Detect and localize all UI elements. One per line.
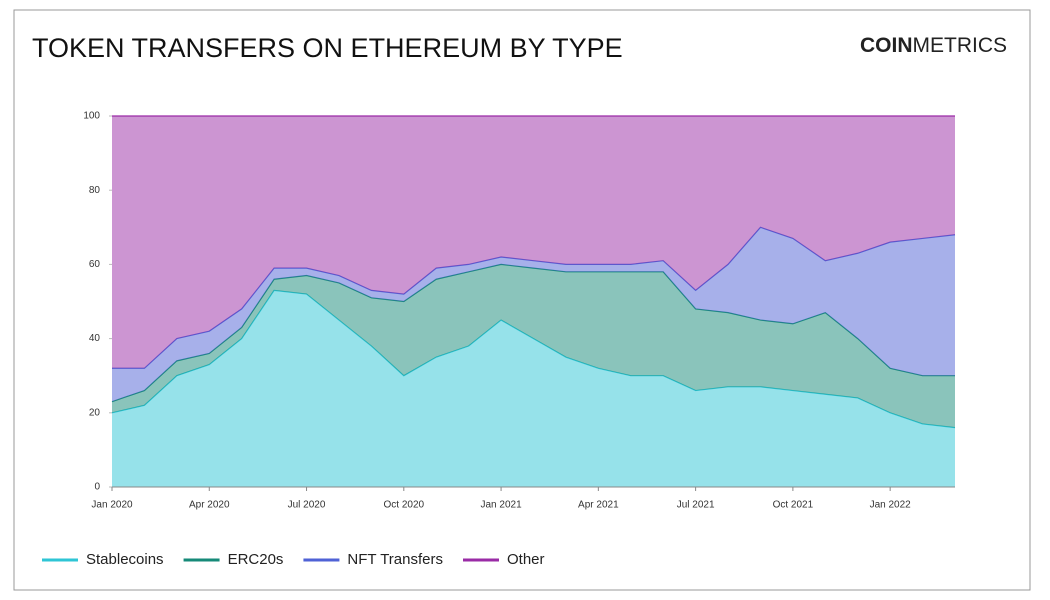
x-tick-label: Jan 2022 — [870, 500, 912, 511]
y-tick-label: 80 — [89, 185, 101, 196]
logo-bold: COIN — [860, 34, 913, 57]
x-tick-label: Oct 2021 — [773, 500, 814, 511]
x-tick-label: Jan 2020 — [91, 500, 133, 511]
x-tick-label: Jul 2020 — [288, 500, 326, 511]
area-fill — [112, 264, 955, 428]
logo-light: METRICS — [913, 34, 1008, 57]
x-tick-label: Apr 2021 — [578, 500, 619, 511]
x-tick-label: Oct 2020 — [384, 500, 425, 511]
legend-label: Stablecoins — [86, 551, 164, 568]
legend-label: ERC20s — [228, 551, 284, 568]
y-tick-label: 20 — [89, 407, 101, 418]
x-tick-label: Jul 2021 — [677, 500, 715, 511]
x-tick-label: Jan 2021 — [480, 500, 522, 511]
y-tick-label: 40 — [89, 333, 101, 344]
y-tick-label: 0 — [94, 482, 100, 493]
legend-label: NFT Transfers — [347, 551, 443, 568]
logo: COINMETRICS — [860, 34, 1007, 57]
legend-label: Other — [507, 551, 545, 568]
y-tick-label: 60 — [89, 259, 101, 270]
chart-title: TOKEN TRANSFERS ON ETHEREUM BY TYPE — [32, 33, 623, 63]
y-tick-label: 100 — [83, 111, 100, 122]
area-fill — [112, 290, 955, 487]
x-tick-label: Apr 2020 — [189, 500, 230, 511]
area-fill — [112, 116, 955, 369]
area-fill — [112, 227, 955, 402]
